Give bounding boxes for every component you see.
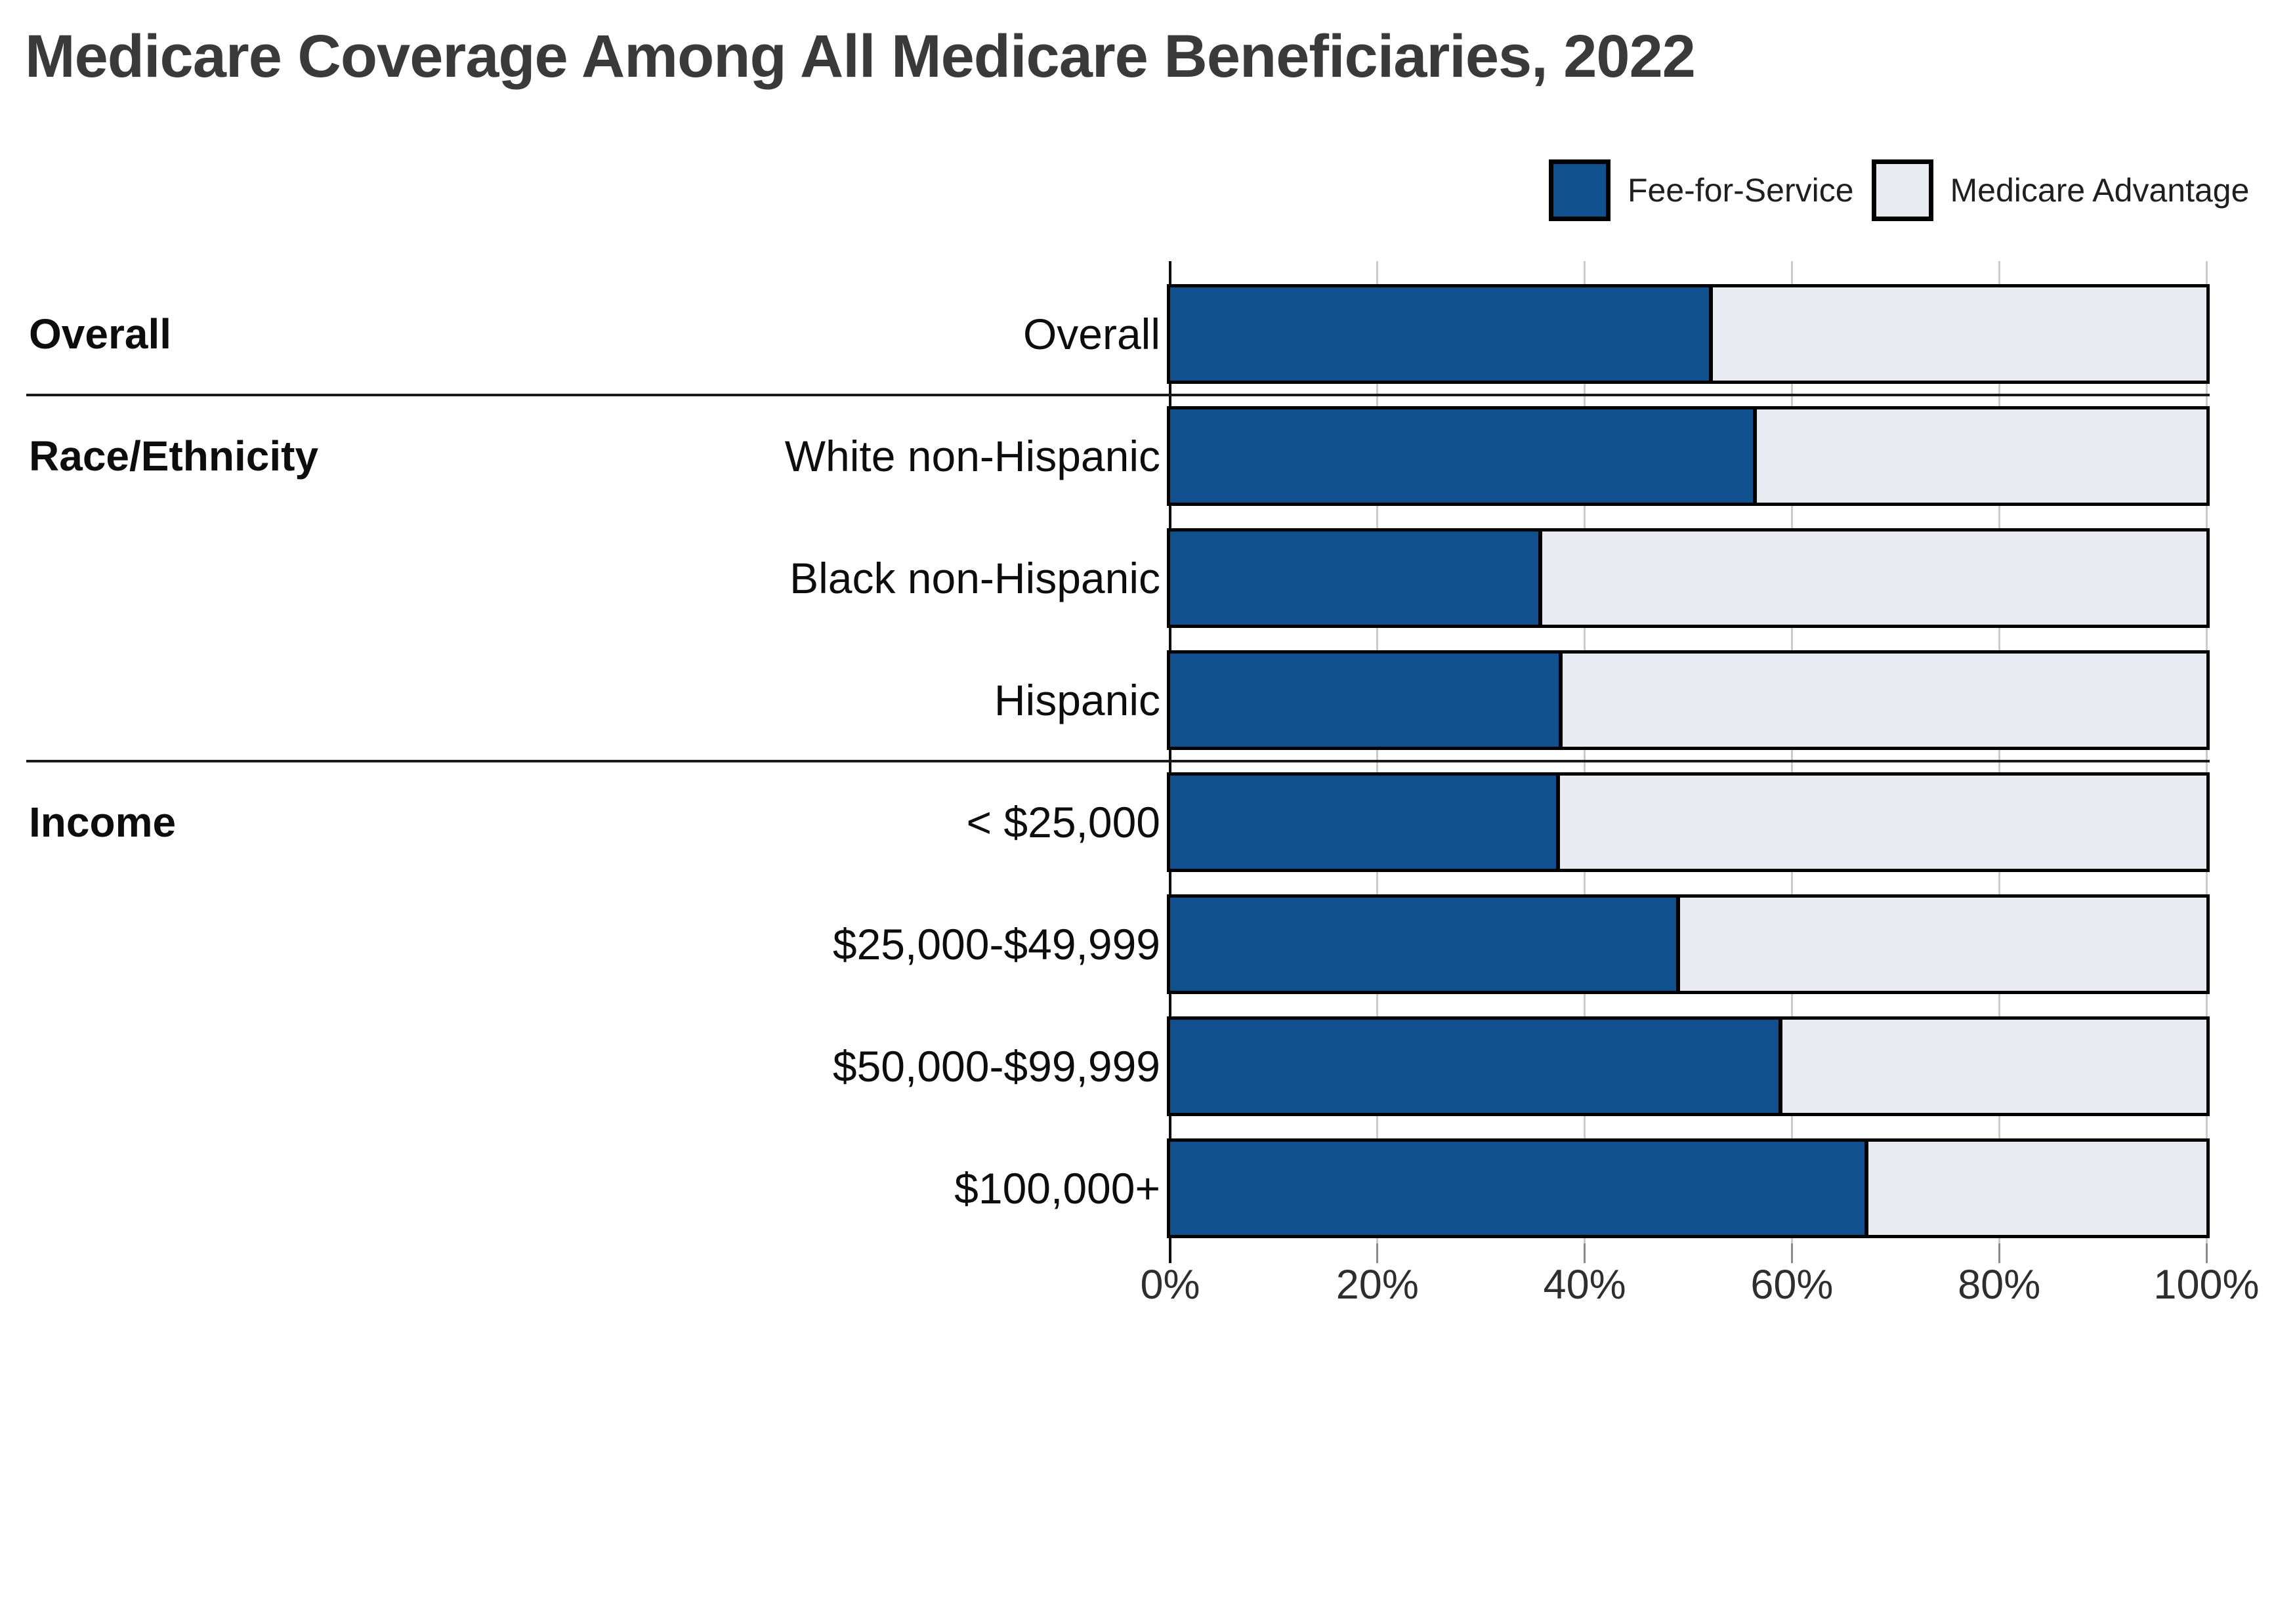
bar-row (1167, 1016, 2210, 1116)
fee-for-service-segment (1170, 409, 1757, 503)
bar-row (1167, 406, 2210, 506)
x-tick-label-100: 100% (2153, 1262, 2260, 1308)
medicare-advantage-swatch-icon (1871, 159, 1933, 221)
gridline-80 (1998, 261, 2000, 1243)
medicare-advantage-segment (1563, 654, 2206, 747)
fee-for-service-segment (1170, 531, 1542, 625)
group-divider (26, 394, 2210, 396)
legend: Fee-for-Service Medicare Advantage (1549, 159, 2249, 221)
row-label: Black non-Hispanic (790, 554, 1160, 602)
medicare-advantage-segment (1757, 409, 2206, 503)
x-tick-label-80: 80% (1958, 1262, 2041, 1308)
row-label: $25,000-$49,999 (832, 920, 1160, 968)
x-tick-label-40: 40% (1543, 1262, 1626, 1308)
chart-title: Medicare Coverage Among All Medicare Ben… (25, 23, 1696, 90)
row-label: $100,000+ (954, 1164, 1160, 1213)
legend-item-medicare-advantage: Medicare Advantage (1871, 159, 2250, 221)
group-label: Race/Ethnicity (29, 432, 319, 480)
fee-for-service-segment (1170, 654, 1563, 747)
fee-for-service-segment (1170, 1142, 1869, 1235)
x-tick-label-20: 20% (1336, 1262, 1419, 1308)
row-label: Overall (1022, 310, 1160, 358)
fee-for-service-segment (1170, 898, 1680, 991)
bar-row (1167, 284, 2210, 384)
medicare-advantage-segment (1713, 287, 2206, 381)
bar-row (1167, 1138, 2210, 1238)
axis-tick-20 (1376, 1243, 1379, 1263)
gridline-100 (2205, 261, 2208, 1243)
axis-tick-80 (1998, 1243, 2000, 1263)
fee-for-service-segment (1170, 1020, 1783, 1113)
gridline-60 (1790, 261, 1793, 1243)
fee-for-service-segment (1170, 287, 1714, 381)
gridline-40 (1584, 261, 1586, 1243)
medicare-advantage-segment (1680, 898, 2206, 991)
legend-label: Medicare Advantage (1950, 172, 2250, 209)
medicare-advantage-segment (1560, 776, 2206, 869)
bar-row (1167, 528, 2210, 628)
row-label: < $25,000 (966, 798, 1160, 846)
gridline-20 (1376, 261, 1379, 1243)
x-tick-label-0: 0% (1140, 1262, 1200, 1308)
x-tick-label-60: 60% (1750, 1262, 1834, 1308)
legend-item-fee-for-service: Fee-for-Service (1549, 159, 1854, 221)
legend-label: Fee-for-Service (1628, 172, 1854, 209)
bar-row (1167, 772, 2210, 872)
fee-for-service-swatch-icon (1549, 159, 1611, 221)
medicare-advantage-segment (1782, 1020, 2206, 1113)
group-label: Income (29, 799, 177, 846)
axis-tick-40 (1584, 1243, 1586, 1263)
bar-row (1167, 894, 2210, 994)
medicare-advantage-segment (1868, 1142, 2206, 1235)
row-label: White non-Hispanic (784, 432, 1160, 480)
row-label: $50,000-$99,999 (832, 1042, 1160, 1091)
axis-tick-100 (2205, 1243, 2208, 1263)
medicare-advantage-segment (1542, 531, 2206, 625)
group-divider (26, 760, 2210, 762)
group-label: Overall (29, 310, 172, 358)
bar-row (1167, 650, 2210, 750)
fee-for-service-segment (1170, 776, 1560, 869)
axis-tick-60 (1790, 1243, 1793, 1263)
row-label: Hispanic (994, 676, 1160, 724)
